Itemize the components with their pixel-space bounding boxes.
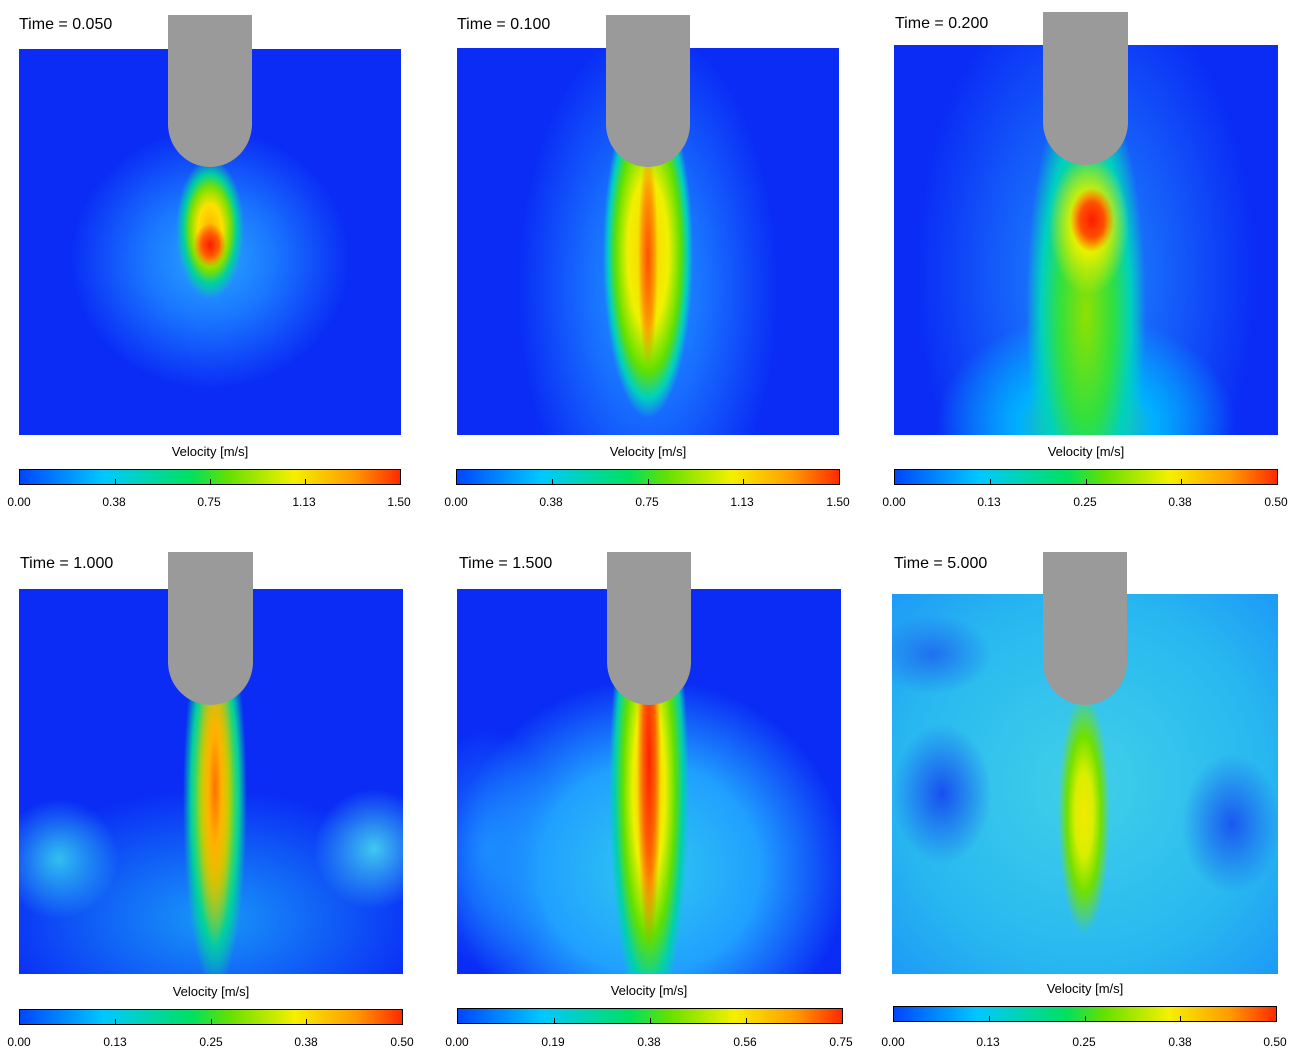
colorbar-tick-label: 0.19 [541,1035,565,1049]
colorbar-tick-label: 0.00 [882,495,906,509]
colorbar-tick-label: 0.25 [1072,1035,1096,1049]
colorbar-tick-label: 0.25 [1073,495,1097,509]
time-label: Time = 0.200 [895,15,989,32]
colorbar-tick-label: 0.13 [103,1035,127,1049]
colorbar-title: Velocity [m/s] [1047,444,1125,459]
colorbar-tick-label: 0.75 [635,495,659,509]
colorbar-tick-label: 0.00 [444,495,468,509]
colorbar-tick-label: 0.13 [977,495,1001,509]
colorbar-tick-label: 0.75 [197,495,221,509]
colorbar-tick-label: 0.50 [390,1035,414,1049]
colorbar-title: Velocity [m/s] [609,444,687,459]
colorbar-tick-label: 1.13 [292,495,316,509]
probe [1043,552,1127,705]
colorbar-tick-label: 0.56 [733,1035,757,1049]
colorbar-tick-label: 0.38 [1168,1035,1192,1049]
time-label: Time = 0.100 [457,16,551,33]
velocity-field [19,49,401,435]
colorbar [19,469,401,485]
probe [168,15,252,167]
colorbar-tick-label: 0.00 [7,495,31,509]
probe [607,552,691,705]
colorbar-title: Velocity [m/s] [610,983,688,998]
time-label: Time = 0.050 [19,16,113,33]
colorbar-tick-label: 0.38 [294,1035,318,1049]
colorbar-tick-label: 1.13 [730,495,754,509]
colorbar-tick-label: 0.25 [199,1035,223,1049]
colorbar-title: Velocity [m/s] [171,444,249,459]
colorbar-tick-label: 1.50 [387,495,411,509]
colorbar-tick-label: 0.50 [1264,495,1288,509]
time-label: Time = 1.500 [459,555,553,572]
time-label: Time = 1.000 [20,555,114,572]
colorbar-title: Velocity [m/s] [172,984,250,999]
probe [606,15,690,167]
colorbar [893,1006,1277,1022]
colorbar-tick-label: 1.50 [826,495,850,509]
colorbar-tick-label: 0.00 [7,1035,31,1049]
colorbar [894,469,1278,485]
colorbar-tick-label: 0.50 [1263,1035,1287,1049]
colorbar-tick-label: 0.13 [976,1035,1000,1049]
colorbar-tick-label: 0.38 [539,495,563,509]
colorbar-title: Velocity [m/s] [1046,981,1124,996]
time-label: Time = 5.000 [894,555,988,572]
colorbar [457,1008,843,1024]
colorbar-tick-label: 0.00 [445,1035,469,1049]
colorbar-tick-label: 0.38 [1168,495,1192,509]
colorbar [19,1009,403,1025]
colorbar-tick-label: 0.38 [102,495,126,509]
colorbar-tick-label: 0.00 [881,1035,905,1049]
colorbar-tick-label: 0.38 [637,1035,661,1049]
colorbar-tick-label: 0.75 [829,1035,853,1049]
probe [168,552,253,705]
colorbar [456,469,840,485]
probe [1043,12,1128,165]
